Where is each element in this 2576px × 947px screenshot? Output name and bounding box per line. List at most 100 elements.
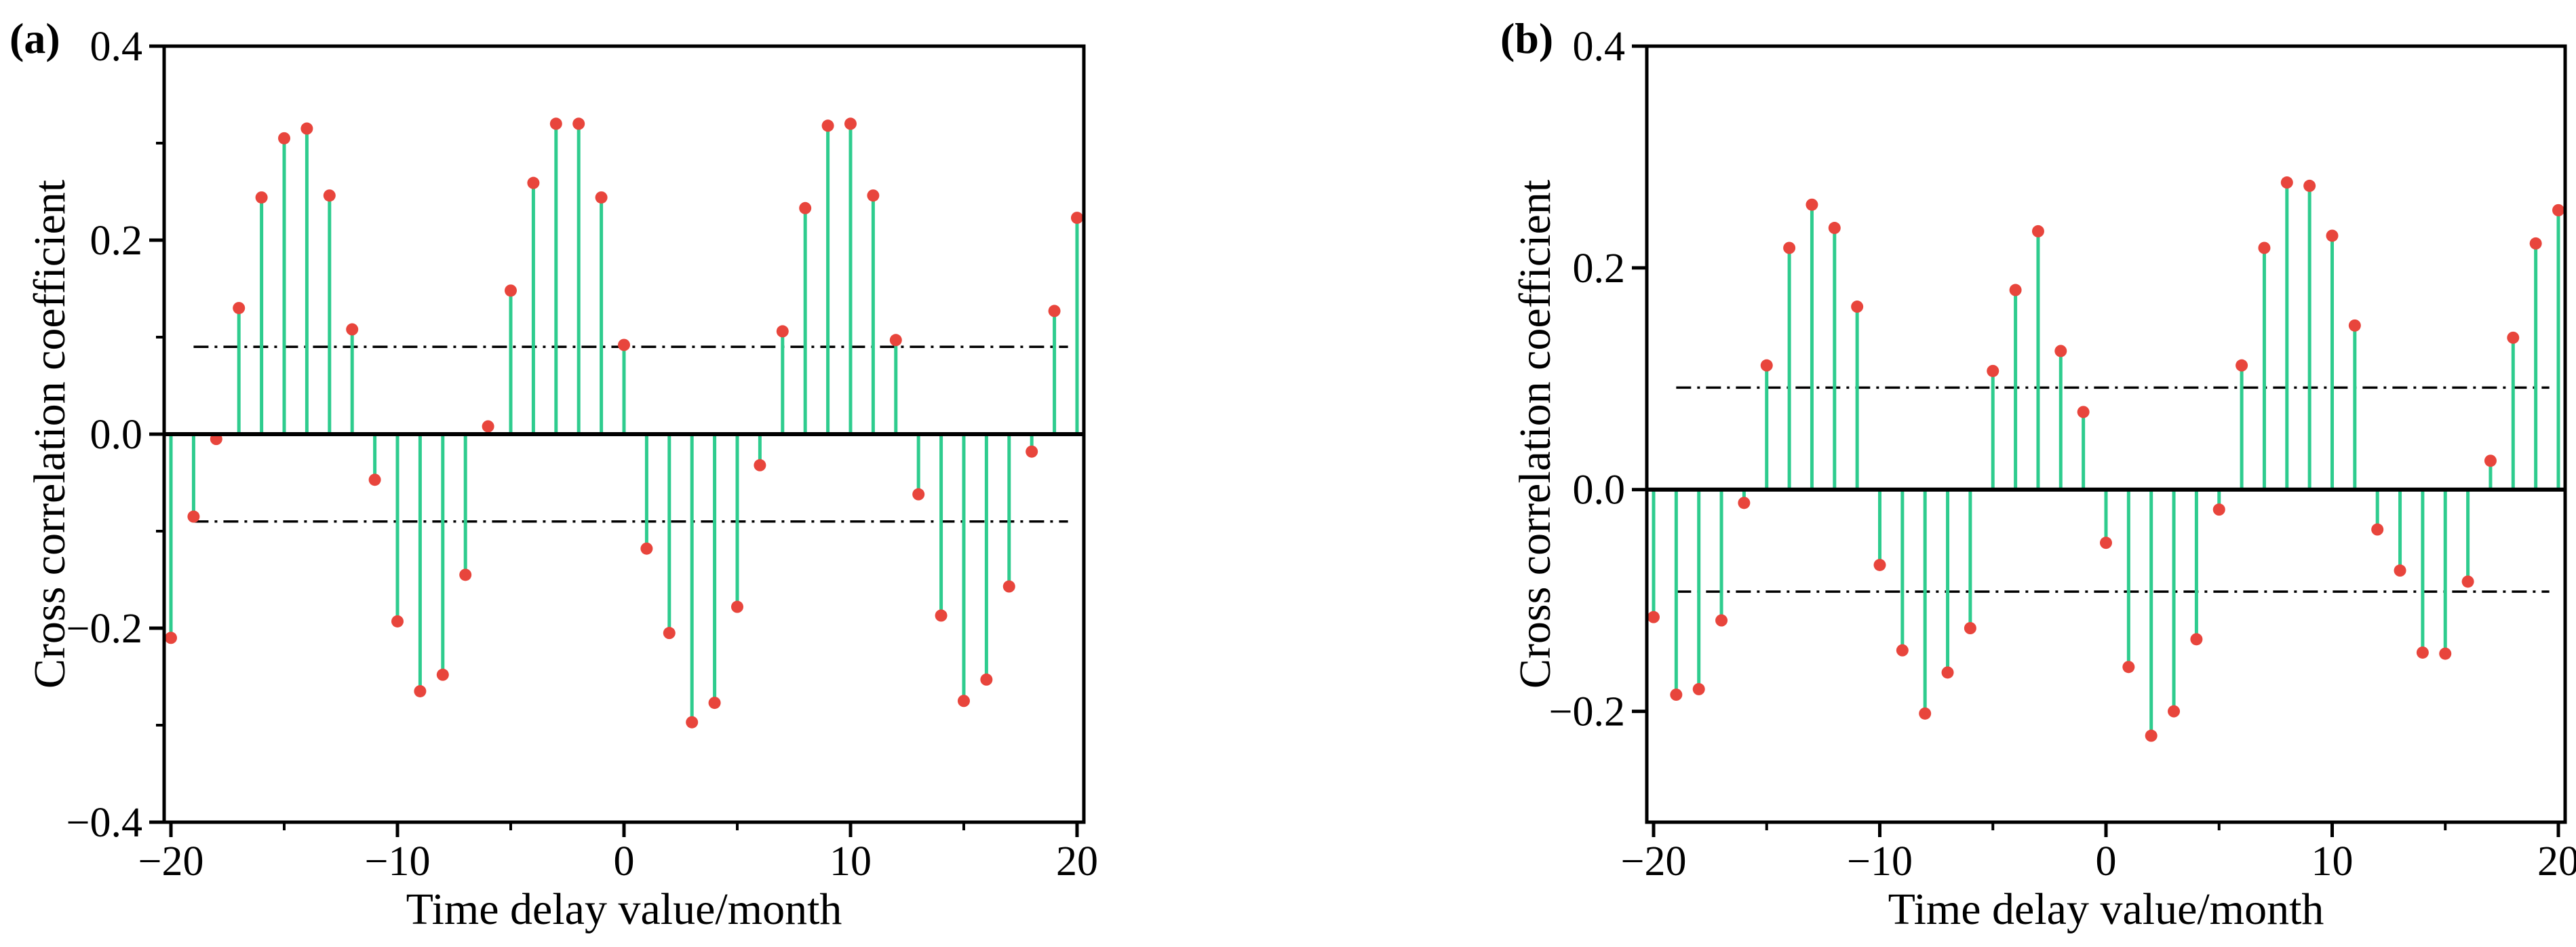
x-tick-label: 20 <box>2537 838 2576 885</box>
x-axis-label: Time delay value/month <box>406 885 842 934</box>
stem-marker <box>1647 611 1660 623</box>
x-tick-label: 20 <box>1056 838 1098 885</box>
stem-marker <box>2031 225 2044 237</box>
y-tick-label: −0.4 <box>66 800 142 846</box>
stem-marker <box>2145 729 2158 742</box>
stem-marker <box>640 542 653 555</box>
stem-marker <box>799 201 812 214</box>
x-tick-label: −10 <box>1847 838 1913 885</box>
stem-marker <box>1896 644 1909 657</box>
plot-frame <box>1645 44 2567 824</box>
stem-marker <box>2529 237 2542 250</box>
stem-marker <box>2212 503 2225 516</box>
stem-marker <box>2077 406 2090 419</box>
y-tick-label: 0.4 <box>1573 24 1626 70</box>
stem-marker <box>730 600 743 613</box>
stem-marker <box>572 117 585 130</box>
stem-marker <box>1692 682 1705 695</box>
stem-marker <box>2371 523 2384 536</box>
stem-marker <box>957 695 970 708</box>
stem-marker <box>2100 537 2112 549</box>
stem-marker <box>2122 661 2135 674</box>
stem-marker <box>618 339 630 351</box>
stem-marker <box>2461 575 2474 588</box>
y-axis-label: Cross correlation coefficient <box>25 180 75 689</box>
stem-marker <box>278 132 291 144</box>
stem-marker <box>459 568 472 581</box>
stem-marker <box>323 189 336 202</box>
stem-marker <box>1806 198 1818 211</box>
y-axis-label: Cross correlation coefficient <box>1510 180 1560 689</box>
stem-marker <box>889 334 902 347</box>
stem-marker <box>1873 558 1886 571</box>
stem-marker <box>1026 445 1038 458</box>
stem-marker <box>165 632 178 644</box>
y-tick-label: −0.2 <box>1549 689 1625 735</box>
y-tick-label: 0.0 <box>1573 467 1626 514</box>
stem-marker <box>2484 455 2497 467</box>
stem-marker <box>2507 331 2520 344</box>
x-tick-label: 10 <box>2311 838 2353 885</box>
panel-label: (a) <box>9 14 60 62</box>
y-tick-label: 0.2 <box>1573 246 1626 292</box>
stem-marker <box>686 716 699 729</box>
stem-marker <box>663 627 676 640</box>
x-tick-label: −20 <box>138 838 204 885</box>
x-axis-label: Time delay value/month <box>1888 885 2324 934</box>
stem-marker <box>1048 305 1061 317</box>
stem-marker <box>1941 666 1954 679</box>
stem-marker <box>1070 212 1083 225</box>
stem-marker <box>935 609 948 622</box>
stem-marker <box>2168 705 2181 718</box>
x-tick-label: 0 <box>2096 838 2117 885</box>
stem-marker <box>1760 359 1773 372</box>
y-tick-label: 0.0 <box>90 412 143 458</box>
stem-marker <box>980 673 993 686</box>
stem-marker <box>233 302 246 315</box>
stem-marker <box>844 117 857 130</box>
stem-marker <box>2280 176 2293 189</box>
stem-marker <box>187 510 200 523</box>
stem-marker <box>2416 646 2429 659</box>
stem-marker <box>2348 319 2361 332</box>
y-tick-label: −0.2 <box>66 606 142 652</box>
panel-b: −20 −10 0 10 20 0.4 0.2 0.0 −0.2 Time delay value… <box>1500 14 2576 934</box>
stem-marker <box>2303 179 2316 192</box>
y-tick-label: 0.2 <box>90 218 143 264</box>
x-tick-label: 0 <box>614 838 635 885</box>
stem-marker <box>1964 622 1976 634</box>
stem-marker <box>1783 241 1796 254</box>
stem-marker <box>821 119 834 132</box>
x-tick-label: −10 <box>365 838 431 885</box>
stem-marker <box>2439 647 2452 660</box>
stem-marker <box>436 668 449 681</box>
x-tick-label: 10 <box>830 838 872 885</box>
stem-marker <box>255 191 268 204</box>
stem-marker <box>1828 222 1841 235</box>
stem-marker <box>1715 614 1728 627</box>
stem-marker <box>2326 229 2339 242</box>
stem-marker <box>2190 633 2203 646</box>
stem-marker <box>912 488 925 501</box>
stem-marker <box>414 684 427 697</box>
stem-marker <box>1670 689 1683 701</box>
stem-marker <box>368 474 381 486</box>
stem-marker <box>1851 301 1864 313</box>
stem-marker <box>527 176 540 189</box>
stem-marker <box>1738 497 1751 509</box>
panel-a: −20 −10 0 10 20 0.4 0.2 0.0 −0.2 −0.4 Time delay v… <box>9 14 1098 934</box>
stem-marker <box>776 325 789 338</box>
panel-label: (b) <box>1500 14 1553 62</box>
stem-marker <box>754 459 766 471</box>
stem-marker <box>505 284 518 297</box>
stem-marker <box>391 615 404 627</box>
stem-marker <box>2009 284 2022 296</box>
stem-marker <box>2394 564 2406 577</box>
stem-marker <box>300 122 313 135</box>
y-tick-label: 0.4 <box>90 24 143 70</box>
stem-marker <box>2236 359 2248 372</box>
stem-marker <box>595 191 608 204</box>
stem-marker <box>1002 580 1015 593</box>
stem-marker <box>1987 364 1999 377</box>
